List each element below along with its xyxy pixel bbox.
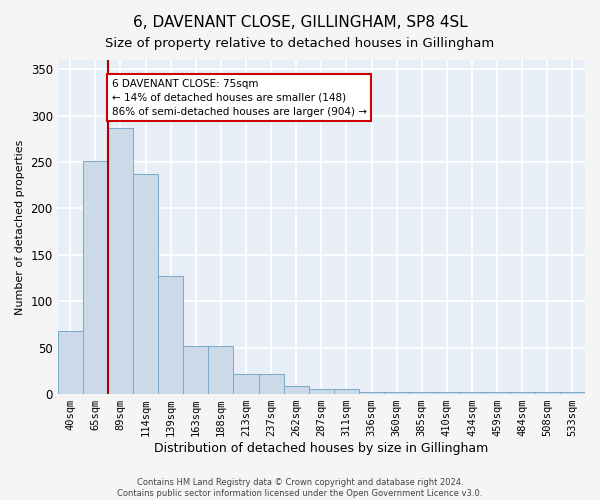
Bar [535,392,560,394]
Bar [259,374,284,394]
Bar [233,374,259,394]
Bar [133,174,158,394]
Bar [309,390,334,394]
X-axis label: Distribution of detached houses by size in Gillingham: Distribution of detached houses by size … [154,442,488,455]
Bar [58,331,83,394]
Text: Size of property relative to detached houses in Gillingham: Size of property relative to detached ho… [106,38,494,51]
Bar [460,392,485,394]
Y-axis label: Number of detached properties: Number of detached properties [15,140,25,314]
Bar [183,346,208,394]
Bar [509,392,535,394]
Text: 6 DAVENANT CLOSE: 75sqm
← 14% of detached houses are smaller (148)
86% of semi-d: 6 DAVENANT CLOSE: 75sqm ← 14% of detache… [112,78,367,116]
Bar [334,390,359,394]
Bar [208,346,233,394]
Bar [409,392,434,394]
Bar [434,392,460,394]
Bar [158,276,183,394]
Bar [83,161,108,394]
Bar [560,392,585,394]
Text: Contains HM Land Registry data © Crown copyright and database right 2024.
Contai: Contains HM Land Registry data © Crown c… [118,478,482,498]
Bar [108,128,133,394]
Bar [359,392,384,394]
Text: 6, DAVENANT CLOSE, GILLINGHAM, SP8 4SL: 6, DAVENANT CLOSE, GILLINGHAM, SP8 4SL [133,15,467,30]
Bar [384,392,409,394]
Bar [485,392,509,394]
Bar [284,386,309,394]
